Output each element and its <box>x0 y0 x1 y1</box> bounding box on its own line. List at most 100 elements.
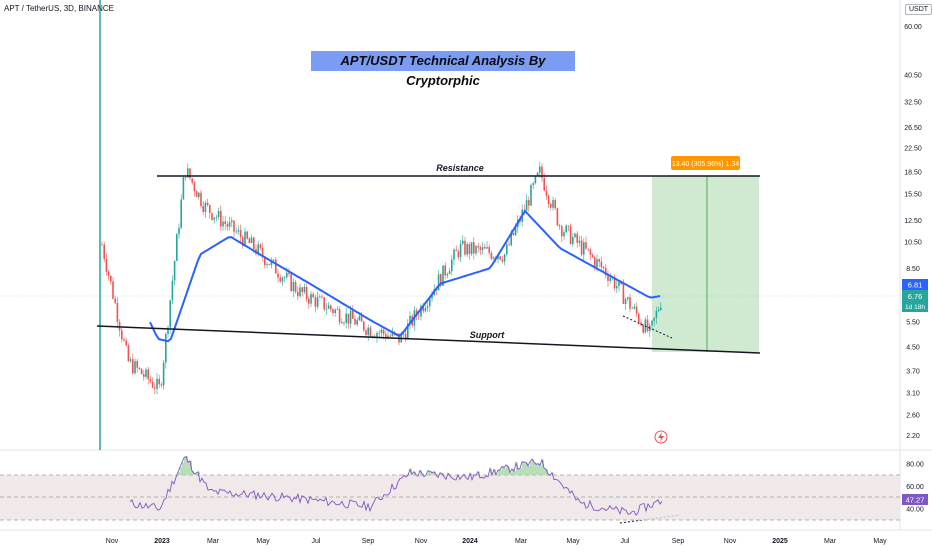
candle-body <box>129 359 132 362</box>
time-tick-label: May <box>256 538 270 545</box>
candle-body <box>114 298 116 303</box>
candle-body <box>464 240 466 255</box>
candle-body <box>213 217 215 220</box>
target-zone[interactable] <box>652 176 759 352</box>
candle-body <box>105 258 108 272</box>
candle-body <box>442 265 444 286</box>
candle-body <box>532 183 534 186</box>
rsi-value-tag <box>902 494 928 505</box>
candle-body <box>660 307 662 310</box>
candle-body <box>217 211 220 218</box>
candle-body <box>140 368 143 375</box>
candle-body <box>635 306 638 314</box>
candle-body <box>200 192 202 206</box>
price-tick-label: 4.50 <box>906 345 920 352</box>
candle-body <box>618 281 620 287</box>
support-line[interactable] <box>96 325 761 354</box>
candle-body <box>594 257 596 267</box>
analysis-title-box: APT/USDT Technical Analysis By Cryptorph… <box>311 51 575 88</box>
candle-body <box>363 321 365 331</box>
candle-body <box>338 309 341 323</box>
candle-body <box>143 374 145 377</box>
time-tick-label: Nov <box>415 538 428 545</box>
candle-body <box>624 299 627 304</box>
candle-body <box>589 249 592 255</box>
candle-body <box>149 379 152 382</box>
candle-body <box>158 378 160 385</box>
price-tick-label: 26.50 <box>904 125 922 132</box>
rsi-tick-label: 80.00 <box>906 461 924 468</box>
resistance-label: Resistance <box>436 163 484 173</box>
rsi-line <box>129 455 663 516</box>
candle-body <box>550 204 552 208</box>
candle-body <box>182 177 185 200</box>
price-tick-label: 2.60 <box>906 412 920 419</box>
candle-body <box>503 254 506 262</box>
candle-body <box>598 259 600 262</box>
symbol-title[interactable]: APT / TetherUS, 3D, BINANCE <box>4 4 114 13</box>
candle-body <box>246 231 248 239</box>
candle-body <box>646 319 649 331</box>
currency-button[interactable]: USDT <box>905 4 932 15</box>
candle-body <box>228 222 231 227</box>
candle-body <box>283 277 286 279</box>
candle-body <box>176 234 178 261</box>
candle-body <box>356 320 358 325</box>
candle-body <box>431 295 433 299</box>
candle-body <box>270 260 273 265</box>
candle-body <box>508 244 510 246</box>
candle-body <box>510 233 512 246</box>
candle-body <box>653 317 655 321</box>
last-close-value: 6.76 <box>908 292 923 301</box>
candle-body <box>123 339 125 341</box>
time-tick-label: 2024 <box>462 538 478 545</box>
candle-body <box>178 227 180 235</box>
candle-body <box>204 202 207 212</box>
candle-body <box>657 309 660 311</box>
candle-body <box>455 249 457 252</box>
candle-body <box>261 247 264 258</box>
candle-body <box>321 296 323 298</box>
candle-body <box>459 243 462 258</box>
time-axis[interactable]: Nov 2023 Mar May Jul Sep Nov 2024 Mar May Jul Sep No… <box>106 538 887 545</box>
rsi-tick-label: 60.00 <box>906 484 924 491</box>
bar-countdown: 1d 18h <box>905 304 925 311</box>
candle-body <box>198 192 200 198</box>
candle-body <box>512 233 515 235</box>
candle-body <box>385 334 387 339</box>
candle-body <box>587 248 589 250</box>
candle-body <box>169 300 171 328</box>
candle-body <box>488 247 490 253</box>
candle-body <box>477 246 479 248</box>
lightning-icon[interactable] <box>654 430 668 444</box>
candle-body <box>563 232 565 237</box>
candle-body <box>552 200 554 208</box>
rsi-axis[interactable]: 80.00 60.00 40.00 <box>906 461 924 513</box>
candle-body <box>578 240 581 243</box>
price-divergence-line <box>622 315 673 339</box>
candle-body <box>358 316 361 321</box>
candle-body <box>376 332 378 338</box>
price-axis[interactable]: 60.00 40.50 32.50 26.50 22.50 18.50 15.50 12.50… <box>904 24 922 440</box>
candle-body <box>209 205 211 213</box>
time-tick-label: Sep <box>362 538 375 545</box>
candle-body <box>334 309 336 313</box>
candle-body <box>651 320 653 326</box>
candle-body <box>484 247 486 249</box>
candle-body <box>184 177 187 178</box>
candle-body <box>257 244 259 254</box>
candle-body <box>558 225 561 227</box>
candle-body <box>268 264 270 266</box>
candle-body <box>145 369 147 377</box>
time-tick-label: 2023 <box>154 538 170 545</box>
candle-body <box>640 322 642 326</box>
last-price-value: 6.81 <box>908 281 923 290</box>
candle-body <box>380 329 383 333</box>
candle-body <box>607 275 609 281</box>
candle-body <box>294 282 297 292</box>
candle-body <box>613 277 616 289</box>
candle-body <box>341 322 343 324</box>
candle-body <box>367 327 369 335</box>
